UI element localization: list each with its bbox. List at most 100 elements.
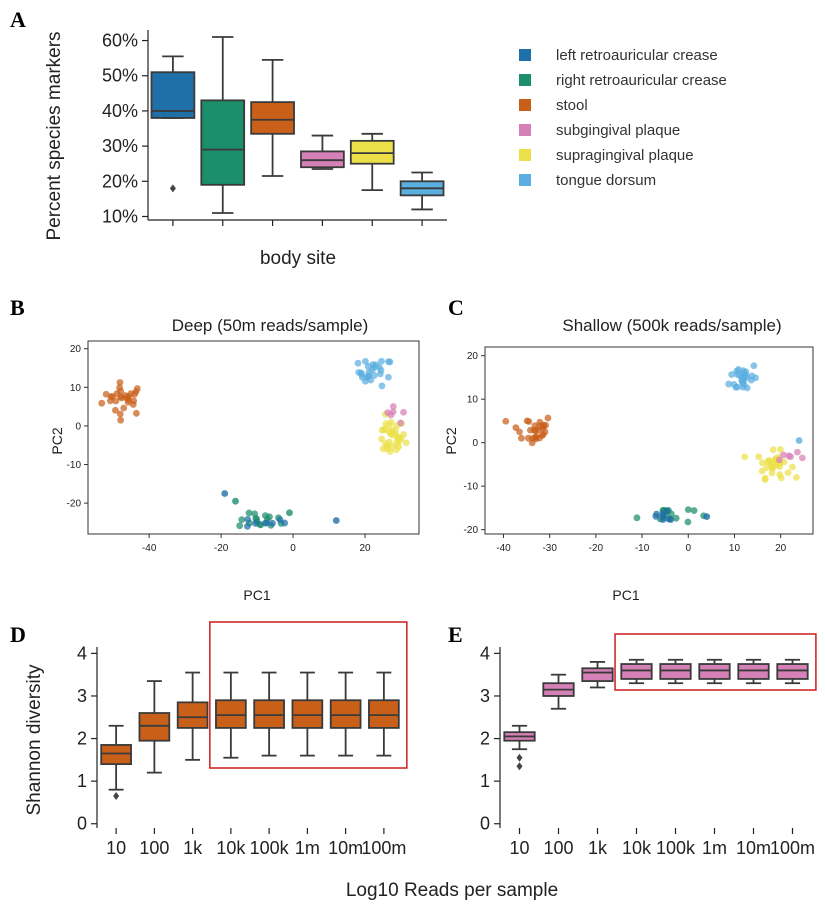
panel-a-boxplot: Percent species markers body site left r… bbox=[44, 30, 727, 269]
legend-label-right-retroauricular-crease: right retroauricular crease bbox=[556, 72, 727, 89]
point-left-retroauricular-crease bbox=[243, 522, 251, 530]
x-tick-label: 100m bbox=[770, 838, 815, 858]
point-tongue-dorsum bbox=[795, 437, 803, 444]
point-supragingival-plaque bbox=[784, 469, 792, 477]
y-tick-label: 10 bbox=[467, 395, 479, 406]
x-tick-label: 10 bbox=[509, 838, 529, 858]
point-right-retroauricular-crease bbox=[672, 514, 680, 522]
panel-b-y-axis-title: PC2 bbox=[49, 427, 65, 454]
point-supragingival-plaque bbox=[383, 445, 391, 453]
y-tick-label: 10% bbox=[102, 206, 138, 226]
box-stool bbox=[250, 59, 295, 226]
x-tick-label: 0 bbox=[290, 543, 296, 554]
panel-d-y-axis-title: Shannon diversity bbox=[24, 664, 45, 816]
box-10k: 10k bbox=[215, 671, 247, 858]
box-1m: 1m bbox=[698, 658, 731, 858]
legend-swatch-right-retroauricular-crease bbox=[519, 74, 531, 86]
y-tick-label: -10 bbox=[464, 482, 479, 493]
x-tick-label: 100 bbox=[139, 838, 169, 858]
box-iqr bbox=[698, 663, 731, 680]
point-subgingival-plaque bbox=[798, 454, 806, 462]
outlier-point bbox=[113, 792, 120, 801]
point-left-retroauricular-crease bbox=[652, 512, 660, 520]
legend-swatch-stool bbox=[519, 99, 531, 111]
point-tongue-dorsum bbox=[378, 357, 385, 365]
box-iqr bbox=[138, 712, 171, 742]
point-stool bbox=[525, 418, 533, 425]
y-tick-label: 20 bbox=[467, 351, 479, 362]
panel-c-scatter: Shallow (500k reads/sample) PC1 PC2 -40 -… bbox=[443, 316, 814, 603]
point-stool bbox=[117, 416, 125, 424]
box-10m: 10m bbox=[736, 658, 771, 858]
point-stool bbox=[531, 422, 539, 430]
point-stool bbox=[106, 397, 114, 405]
point-tongue-dorsum bbox=[728, 371, 736, 378]
box-tongue-dorsum bbox=[399, 171, 445, 226]
y-tick-label: 0 bbox=[77, 814, 87, 834]
outlier-point bbox=[516, 753, 523, 762]
point-supragingival-plaque bbox=[761, 476, 769, 483]
point-supragingival-plaque bbox=[768, 462, 776, 469]
point-stool bbox=[526, 426, 534, 434]
plot-frame bbox=[87, 340, 420, 535]
point-stool bbox=[112, 397, 120, 405]
x-tick-label: 10 bbox=[106, 838, 126, 858]
y-tick-label: 1 bbox=[480, 771, 490, 791]
point-stool bbox=[132, 409, 140, 417]
point-subgingival-plaque bbox=[780, 451, 787, 459]
x-tick-label: 10m bbox=[736, 838, 771, 858]
box-iqr bbox=[100, 744, 132, 766]
point-right-retroauricular-crease bbox=[236, 522, 244, 530]
x-tick-label: 100 bbox=[543, 838, 573, 858]
point-supragingival-plaque bbox=[388, 427, 396, 434]
legend-swatch-subgingival-plaque bbox=[519, 124, 531, 136]
box-10: 10 bbox=[100, 724, 132, 858]
point-supragingival-plaque bbox=[382, 420, 390, 428]
panel-c-title: Shallow (500k reads/sample) bbox=[562, 316, 781, 335]
x-tick-label: 1k bbox=[183, 838, 203, 858]
y-tick-label: 3 bbox=[480, 686, 490, 706]
point-stool bbox=[112, 406, 119, 414]
point-stool bbox=[544, 414, 552, 422]
point-supragingival-plaque bbox=[402, 439, 410, 447]
point-supragingival-plaque bbox=[765, 456, 773, 464]
point-right-retroauricular-crease bbox=[286, 509, 293, 517]
panel-letter-b: B bbox=[10, 295, 25, 320]
x-tick-label: -40 bbox=[142, 543, 157, 554]
x-tick-label: -40 bbox=[496, 543, 511, 554]
box-100k: 100k bbox=[250, 671, 290, 858]
y-tick-label: 3 bbox=[77, 686, 87, 706]
point-right-retroauricular-crease bbox=[684, 506, 692, 514]
point-stool bbox=[121, 392, 129, 399]
point-supragingival-plaque bbox=[392, 446, 400, 454]
point-stool bbox=[131, 390, 138, 398]
x-tick-label: 20 bbox=[359, 543, 371, 554]
panel-a-legend: left retroauricular crease right retroaur… bbox=[519, 47, 727, 189]
box-100m: 100m bbox=[770, 658, 815, 858]
box-100k: 100k bbox=[656, 658, 696, 858]
y-tick-label: 60% bbox=[102, 31, 138, 51]
point-tongue-dorsum bbox=[369, 361, 377, 368]
y-tick-label: 2 bbox=[77, 729, 87, 749]
box-right-retroauricular-crease bbox=[200, 36, 246, 226]
point-subgingival-plaque bbox=[387, 411, 395, 419]
point-supragingival-plaque bbox=[789, 463, 796, 471]
point-right-retroauricular-crease bbox=[690, 507, 698, 514]
point-tongue-dorsum bbox=[386, 358, 394, 366]
panel-letter-d: D bbox=[10, 622, 26, 647]
x-tick-label: -20 bbox=[214, 543, 229, 554]
box-iqr bbox=[291, 699, 324, 729]
point-stool bbox=[129, 401, 137, 408]
scatter-points bbox=[98, 357, 410, 530]
point-tongue-dorsum bbox=[736, 372, 744, 380]
point-tongue-dorsum bbox=[376, 370, 384, 378]
x-tick-label: 20 bbox=[775, 543, 787, 554]
point-tongue-dorsum bbox=[370, 372, 378, 379]
point-left-retroauricular-crease bbox=[269, 519, 276, 527]
point-stool bbox=[517, 434, 525, 442]
box-100m: 100m bbox=[361, 671, 406, 858]
outlier-point bbox=[169, 184, 176, 193]
box-100: 100 bbox=[138, 680, 171, 858]
box-10m: 10m bbox=[328, 671, 363, 858]
